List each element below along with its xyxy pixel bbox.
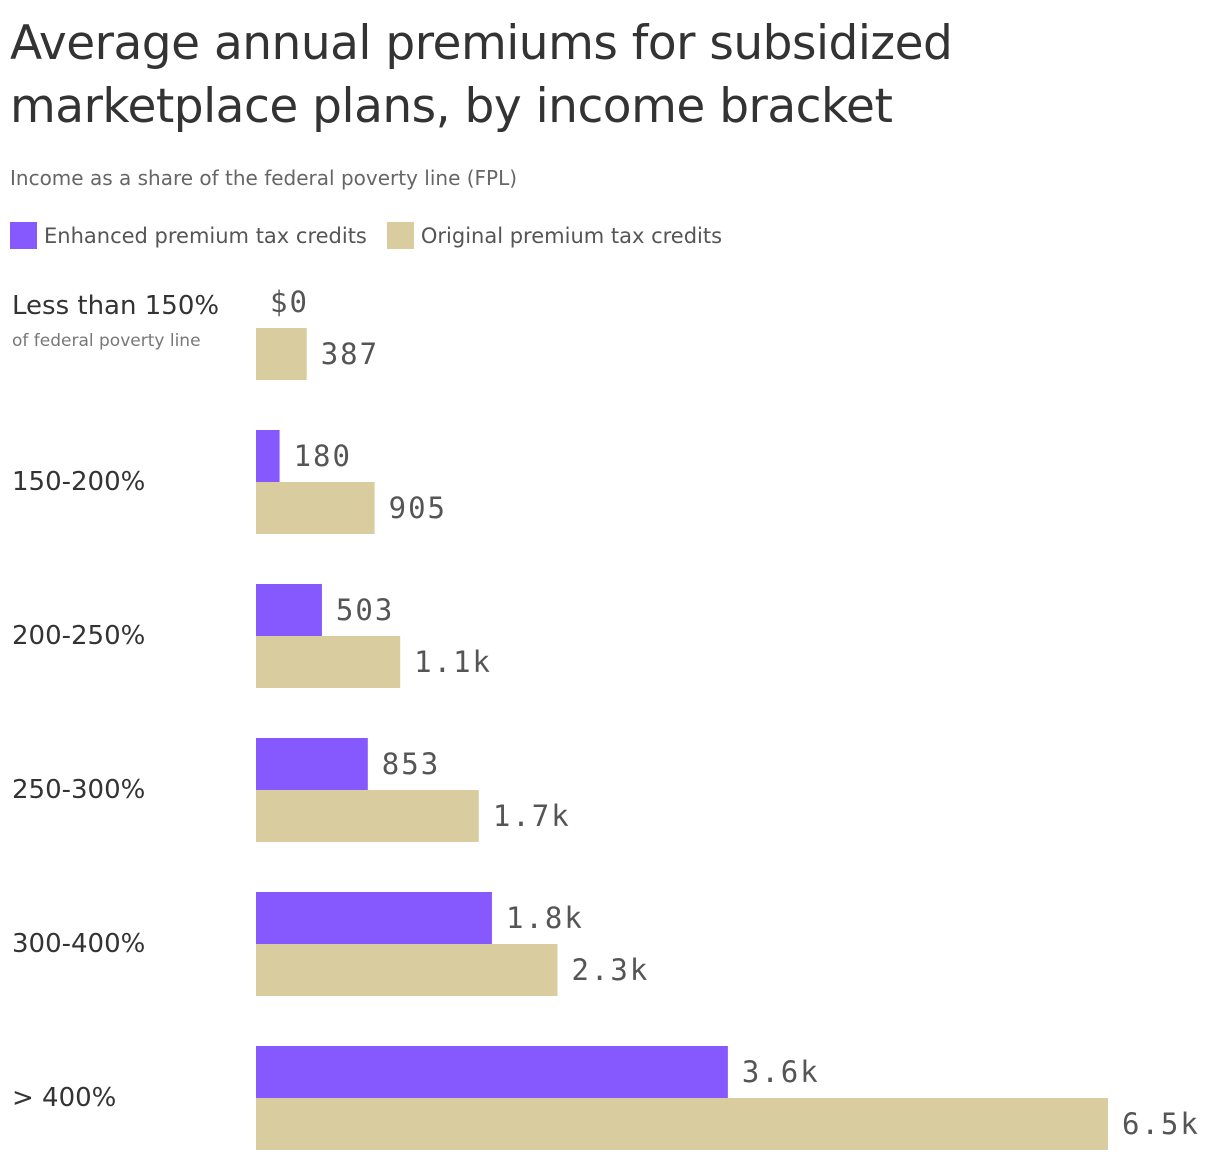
value-label-enhanced-3: 853 <box>382 747 440 781</box>
value-label-enhanced-0: $0 <box>270 285 309 319</box>
value-label-enhanced-1: 180 <box>294 439 352 473</box>
value-label-original-3: 1.7k <box>493 799 571 833</box>
bar-enhanced-1 <box>256 430 280 482</box>
category-label-5: > 400% <box>12 1083 116 1113</box>
value-label-original-0: 387 <box>321 337 379 371</box>
category-label-1: 150-200% <box>12 467 145 497</box>
chart-subtitle: Income as a share of the federal poverty… <box>10 166 518 190</box>
category-label-0: Less than 150% <box>12 291 219 321</box>
bar-original-2 <box>256 636 401 688</box>
bar-enhanced-4 <box>256 892 492 944</box>
legend-item-enhanced: Enhanced premium tax credits <box>10 222 367 249</box>
value-label-original-1: 905 <box>389 491 447 525</box>
value-label-enhanced-2: 503 <box>336 593 394 627</box>
category-label-2: 200-250% <box>12 621 145 651</box>
value-label-enhanced-5: 3.6k <box>742 1055 820 1089</box>
chart-title: Average annual premiums for subsidized m… <box>10 16 953 134</box>
category-label-4: 300-400% <box>12 929 145 959</box>
value-label-original-5: 6.5k <box>1122 1107 1200 1141</box>
bar-enhanced-2 <box>256 584 322 636</box>
value-label-original-2: 1.1k <box>414 645 492 679</box>
value-label-enhanced-4: 1.8k <box>506 901 584 935</box>
category-label-3: 250-300% <box>12 775 145 805</box>
legend-swatch-original <box>386 222 414 249</box>
bar-original-4 <box>256 944 558 996</box>
legend-swatch-enhanced <box>10 222 37 249</box>
bar-original-3 <box>256 790 479 842</box>
bar-original-0 <box>256 328 307 380</box>
value-label-original-4: 2.3k <box>571 953 649 987</box>
bar-enhanced-3 <box>256 738 368 790</box>
category-note-0: of federal poverty line <box>12 331 201 351</box>
legend-item-original: Original premium tax credits <box>386 222 723 249</box>
legend-label-original: Original premium tax credits <box>420 223 723 248</box>
legend-label-enhanced: Enhanced premium tax credits <box>44 223 367 248</box>
bar-original-5 <box>256 1098 1108 1150</box>
legend: Enhanced premium tax credits Original pr… <box>10 222 742 249</box>
bar-original-1 <box>256 482 375 534</box>
bar-enhanced-5 <box>256 1046 728 1098</box>
